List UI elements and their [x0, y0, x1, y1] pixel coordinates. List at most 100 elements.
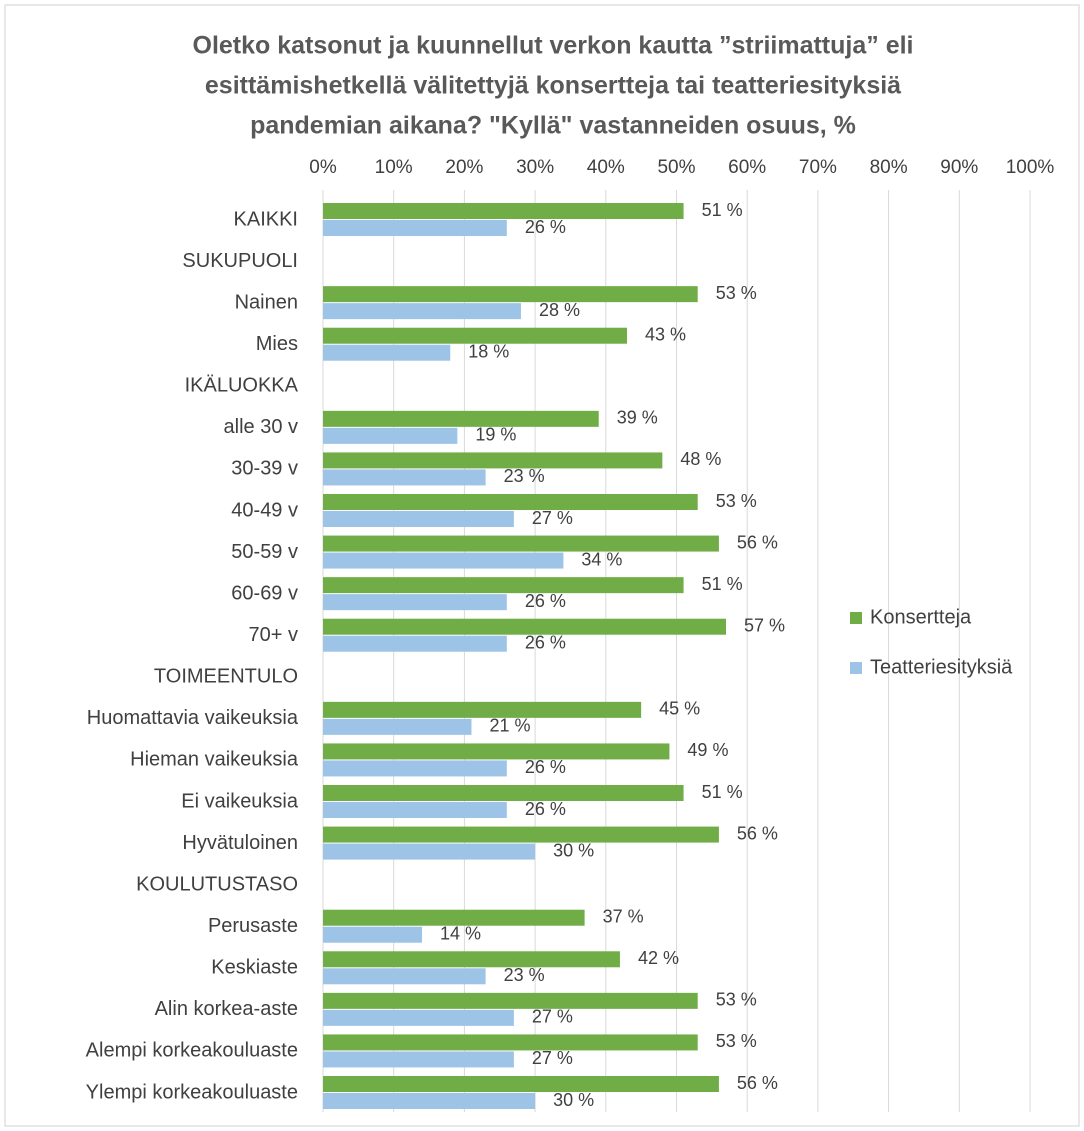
- bar: [323, 203, 684, 219]
- data-label: 51 %: [702, 200, 743, 220]
- data-label: 56 %: [737, 823, 778, 843]
- data-label: 27 %: [532, 508, 573, 528]
- y-tick-label: 30-39 v: [231, 458, 298, 480]
- bar: [323, 1051, 514, 1068]
- bar: [323, 410, 599, 427]
- y-tick-label: 70+ v: [249, 624, 298, 646]
- data-label: 53 %: [716, 990, 757, 1010]
- data-label: 26 %: [525, 799, 566, 819]
- data-label: 56 %: [737, 532, 778, 552]
- bar: [323, 743, 670, 760]
- y-tick-label: Hyvätuloinen: [182, 832, 298, 854]
- data-label: 26 %: [525, 632, 566, 652]
- data-label: 18 %: [468, 341, 509, 361]
- bar: [323, 618, 726, 635]
- bar: [323, 968, 486, 985]
- data-label: 34 %: [581, 549, 622, 569]
- chart-title: esittämishetkellä välitettyjä konserttej…: [205, 72, 901, 100]
- x-tick-label: 90%: [940, 157, 978, 178]
- data-label: 21 %: [489, 716, 530, 736]
- bar: [323, 344, 451, 361]
- bar: [323, 926, 422, 943]
- bar: [323, 535, 719, 552]
- data-label: 37 %: [603, 906, 644, 926]
- bar: [323, 951, 620, 968]
- data-label: 45 %: [659, 699, 700, 719]
- bar: [323, 511, 514, 527]
- x-tick-label: 100%: [1006, 157, 1055, 178]
- data-label: 57 %: [744, 615, 785, 635]
- x-tick-label: 80%: [870, 157, 908, 178]
- data-label: 27 %: [532, 1048, 573, 1068]
- bar: [323, 286, 698, 303]
- x-tick-label: 60%: [728, 157, 766, 178]
- data-label: 49 %: [687, 740, 728, 760]
- y-tick-label: Ylempi korkeakouluaste: [86, 1081, 298, 1103]
- y-tick-label: Huomattavia vaikeuksia: [87, 707, 299, 729]
- data-label: 51 %: [702, 782, 743, 802]
- y-tick-label: 40-49 v: [231, 499, 298, 521]
- y-tick-label: Perusaste: [208, 915, 298, 937]
- data-label: 39 %: [617, 408, 658, 428]
- bar: [323, 303, 521, 320]
- chart-title: Oletko katsonut ja kuunnellut verkon kau…: [193, 32, 914, 60]
- data-label: 42 %: [638, 948, 679, 968]
- data-label: 53 %: [716, 491, 757, 511]
- data-label: 56 %: [737, 1073, 778, 1093]
- bar: [323, 220, 507, 236]
- bar: [323, 494, 698, 510]
- data-label: 26 %: [525, 591, 566, 611]
- y-tick-label: 50-59 v: [231, 541, 298, 563]
- data-label: 43 %: [645, 324, 686, 344]
- y-tick-label: Nainen: [235, 291, 298, 313]
- bar: [323, 1076, 719, 1092]
- data-label: 14 %: [440, 923, 481, 943]
- x-tick-label: 20%: [445, 157, 483, 178]
- bar: [323, 427, 458, 444]
- bar: [323, 760, 507, 777]
- y-tick-label: Mies: [256, 333, 298, 355]
- y-tick-label: Ei vaikeuksia: [181, 790, 299, 812]
- bar: [323, 718, 472, 735]
- data-label: 51 %: [702, 574, 743, 594]
- bar: [323, 1034, 698, 1051]
- bar: [323, 802, 507, 818]
- bar: [323, 992, 698, 1009]
- data-label: 23 %: [504, 466, 545, 486]
- bar: [323, 1093, 536, 1109]
- data-label: 19 %: [475, 425, 516, 445]
- y-tick-label: Alin korkea-aste: [155, 998, 298, 1020]
- bar: [323, 469, 486, 486]
- x-tick-label: 0%: [309, 157, 337, 178]
- bar: [323, 577, 684, 594]
- legend-label: Teatteriesityksiä: [870, 656, 1013, 678]
- legend-label: Konsertteja: [870, 606, 972, 628]
- data-label: 26 %: [525, 757, 566, 777]
- y-tick-label: SUKUPUOLI: [182, 250, 298, 272]
- x-tick-label: 50%: [657, 157, 695, 178]
- y-tick-label: KAIKKI: [234, 208, 298, 230]
- x-tick-label: 10%: [375, 157, 413, 178]
- data-label: 28 %: [539, 300, 580, 320]
- legend-swatch: [850, 612, 862, 624]
- bar: [323, 552, 564, 569]
- x-tick-label: 70%: [799, 157, 837, 178]
- y-tick-label: 60-69 v: [231, 582, 298, 604]
- y-tick-label: Keskiaste: [211, 957, 298, 979]
- data-label: 53 %: [716, 283, 757, 303]
- y-tick-label: KOULUTUSTASO: [136, 873, 298, 895]
- data-label: 48 %: [680, 449, 721, 469]
- y-tick-label: Alempi korkeakouluaste: [86, 1040, 298, 1062]
- x-tick-label: 40%: [587, 157, 625, 178]
- bar: [323, 327, 628, 344]
- bar: [323, 909, 585, 926]
- data-label: 26 %: [525, 217, 566, 237]
- data-label: 23 %: [504, 965, 545, 985]
- bar: [323, 843, 536, 860]
- y-tick-label: IKÄLUOKKA: [185, 375, 299, 397]
- chart-title: pandemian aikana? "Kyllä" vastanneiden o…: [250, 112, 856, 140]
- x-tick-label: 30%: [516, 157, 554, 178]
- y-tick-label: Hieman vaikeuksia: [130, 749, 299, 771]
- bar: [323, 594, 507, 611]
- legend-swatch: [850, 662, 862, 674]
